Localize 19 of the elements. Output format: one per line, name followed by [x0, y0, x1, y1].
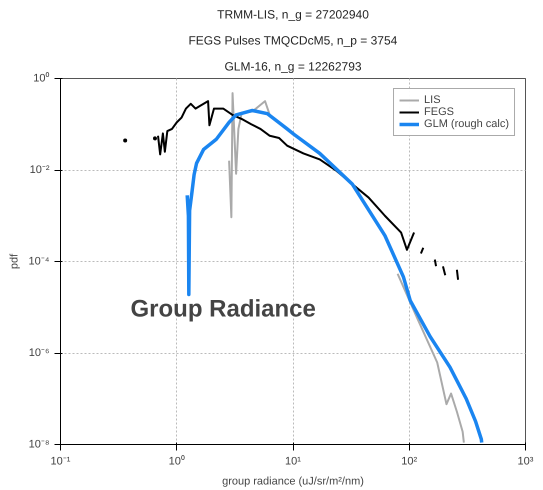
text: FEGS Pulses TMQCDcM5, n_p = 3754	[188, 34, 398, 48]
x-tick-label: 10¹	[285, 456, 302, 468]
y-tick-label: 10⁻⁴	[28, 256, 50, 268]
legend-label: FEGS	[424, 106, 454, 118]
legend-label: GLM (rough calc)	[424, 118, 509, 130]
x-tick-label: 10³	[518, 456, 534, 468]
y-tick-label: 10⁻⁸	[28, 438, 50, 450]
y-tick-label: 10⁻⁶	[28, 347, 50, 359]
y-tick-label: 10⁻²	[30, 164, 50, 176]
text: TRMM-LIS, n_g = 27202940	[217, 8, 369, 22]
x-axis-title: group radiance (uJ/sr/m²/nm)	[222, 476, 364, 488]
legend-label: LIS	[424, 94, 442, 106]
x-tick-label: 10²	[401, 456, 418, 468]
y-axis-title: pdf	[8, 252, 21, 270]
x-tick-label: 10⁻¹	[50, 456, 71, 468]
y-tick-label: 10⁰	[33, 72, 50, 84]
annotation: Group Radiance	[130, 296, 316, 322]
text: GLM-16, n_g = 12262793	[224, 60, 362, 74]
x-tick-label: 10⁰	[168, 454, 185, 468]
